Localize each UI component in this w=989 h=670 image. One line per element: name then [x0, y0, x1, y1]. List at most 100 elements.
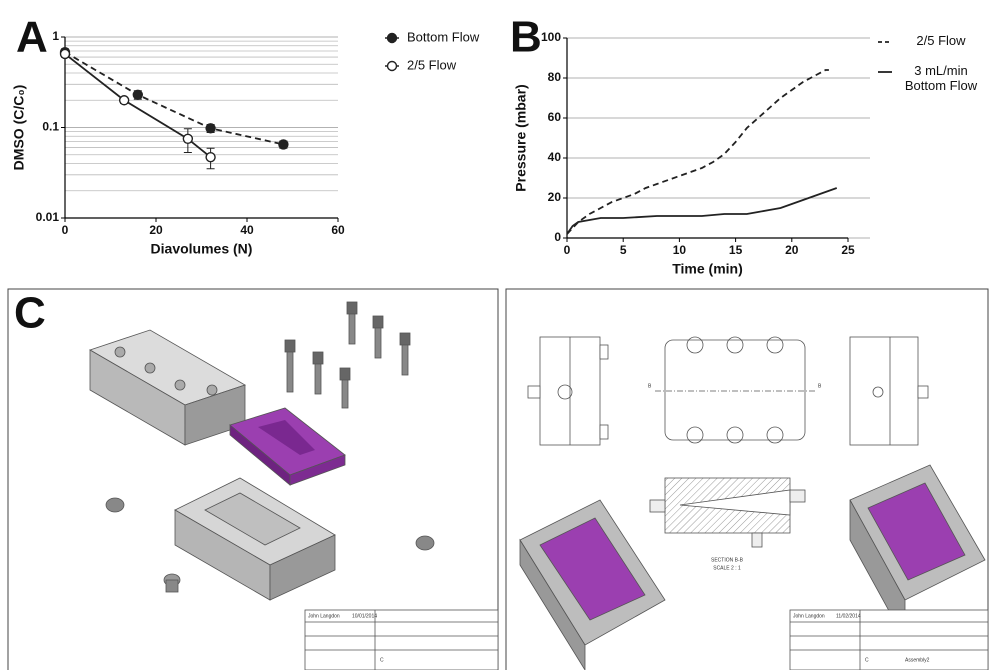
bolt-head	[372, 315, 384, 329]
fitting	[527, 385, 541, 399]
section-mark: B	[818, 383, 822, 389]
section-scale: SCALE 2 : 1	[713, 565, 741, 571]
y-tick-label: 0.01	[36, 210, 60, 224]
y-axis-label: DMSO (C/C₀)	[11, 85, 27, 171]
x-tick-label: 0	[62, 223, 69, 237]
exploded-view: John Langdon 10/01/2014 C	[89, 301, 499, 670]
legend-marker	[386, 32, 398, 44]
legend-label: 2/5 Flow	[407, 57, 457, 72]
hole	[144, 362, 156, 374]
series-line	[566, 69, 829, 235]
top-view	[664, 339, 806, 441]
fitting	[789, 489, 806, 503]
legend-box: 2/5 Flow	[916, 33, 966, 48]
point	[182, 133, 194, 145]
hole	[766, 426, 784, 444]
bolt-head	[339, 367, 351, 381]
fitting	[415, 535, 435, 551]
x-tick-label: 0	[564, 243, 571, 257]
y-tick-label: 60	[548, 110, 562, 124]
panel-label: A	[16, 13, 48, 62]
fitting	[649, 499, 666, 513]
legend-marker	[386, 60, 398, 72]
assembly-membrane	[867, 482, 966, 581]
drawing-frame	[505, 288, 989, 670]
x-tick-label: 40	[240, 223, 254, 237]
drawing-name: Assembly2	[905, 657, 930, 663]
y-tick-label: 20	[548, 190, 562, 204]
legend-label: 3 mL/min Bottom Flow	[904, 63, 978, 93]
bolt	[314, 363, 322, 395]
bolt	[286, 351, 294, 393]
point	[59, 48, 71, 60]
bolt-head	[399, 332, 411, 346]
fitting	[751, 532, 763, 548]
y-tick-label: 0.1	[42, 120, 59, 134]
bolt	[348, 313, 356, 345]
port	[557, 384, 573, 400]
hole	[174, 379, 186, 391]
x-tick-label: 20	[785, 243, 799, 257]
port	[872, 386, 884, 398]
x-axis-label: Diavolumes (N)	[151, 241, 253, 257]
fitting	[105, 497, 125, 513]
drawn-by: John Langdon	[793, 613, 825, 619]
drawing-frame	[7, 288, 499, 670]
y-tick-label: 100	[541, 30, 561, 44]
y-tick-label: 0	[554, 230, 561, 244]
hole	[686, 336, 704, 354]
panel-label: B	[510, 13, 542, 62]
x-tick-label: 20	[149, 223, 163, 237]
section-channel	[679, 489, 791, 516]
point	[205, 151, 216, 163]
bolt	[374, 327, 382, 359]
hole	[766, 336, 784, 354]
y-tick-label: 40	[548, 150, 562, 164]
series-line	[64, 51, 284, 146]
hole	[726, 336, 744, 354]
title-block	[304, 609, 499, 670]
point	[132, 89, 144, 100]
side-view	[849, 336, 919, 446]
assembly-membrane	[539, 517, 646, 621]
drawn-date: 11/02/2014	[836, 613, 861, 619]
hole	[686, 426, 704, 444]
legend-label: 2/5 Flow	[916, 33, 966, 48]
sheet-size: C	[865, 657, 869, 663]
assembly-side	[519, 538, 586, 670]
sheet-size: C	[380, 657, 384, 663]
membrane-channel	[258, 420, 315, 455]
hole	[114, 346, 126, 358]
hole	[726, 426, 744, 444]
bolt-head	[284, 339, 296, 353]
panel-label: C	[14, 289, 46, 338]
block-side	[269, 534, 336, 601]
x-axis-label: Time (min)	[672, 261, 743, 277]
pocket	[204, 492, 301, 546]
membrane-edge	[289, 454, 346, 486]
fitting	[165, 579, 179, 593]
bolt-head	[346, 301, 358, 315]
x-tick-label: 10	[673, 243, 687, 257]
y-tick-label: 1	[52, 29, 59, 43]
series-line	[566, 187, 838, 235]
section-title: SECTION B-B	[711, 557, 744, 563]
orthographic-views: B B SECTION B-B SCALE 2 : 1 John Langdon…	[519, 336, 989, 670]
x-tick-label: 15	[729, 243, 743, 257]
legend-label: Bottom Flow	[407, 29, 480, 44]
view-tab	[599, 424, 609, 440]
x-tick-label: 60	[331, 223, 345, 237]
view-tab	[599, 344, 609, 360]
drawn-date: 10/01/2014	[352, 613, 377, 619]
point	[118, 95, 130, 106]
x-tick-label: 5	[620, 243, 627, 257]
y-axis-label: Pressure (mbar)	[513, 84, 529, 191]
bolt-head	[312, 351, 324, 365]
section-mark: B	[648, 383, 652, 389]
fitting	[917, 385, 929, 399]
title-block	[789, 609, 989, 670]
drawn-by: John Langdon	[308, 613, 340, 619]
bolt	[401, 344, 409, 376]
hole	[206, 384, 218, 396]
